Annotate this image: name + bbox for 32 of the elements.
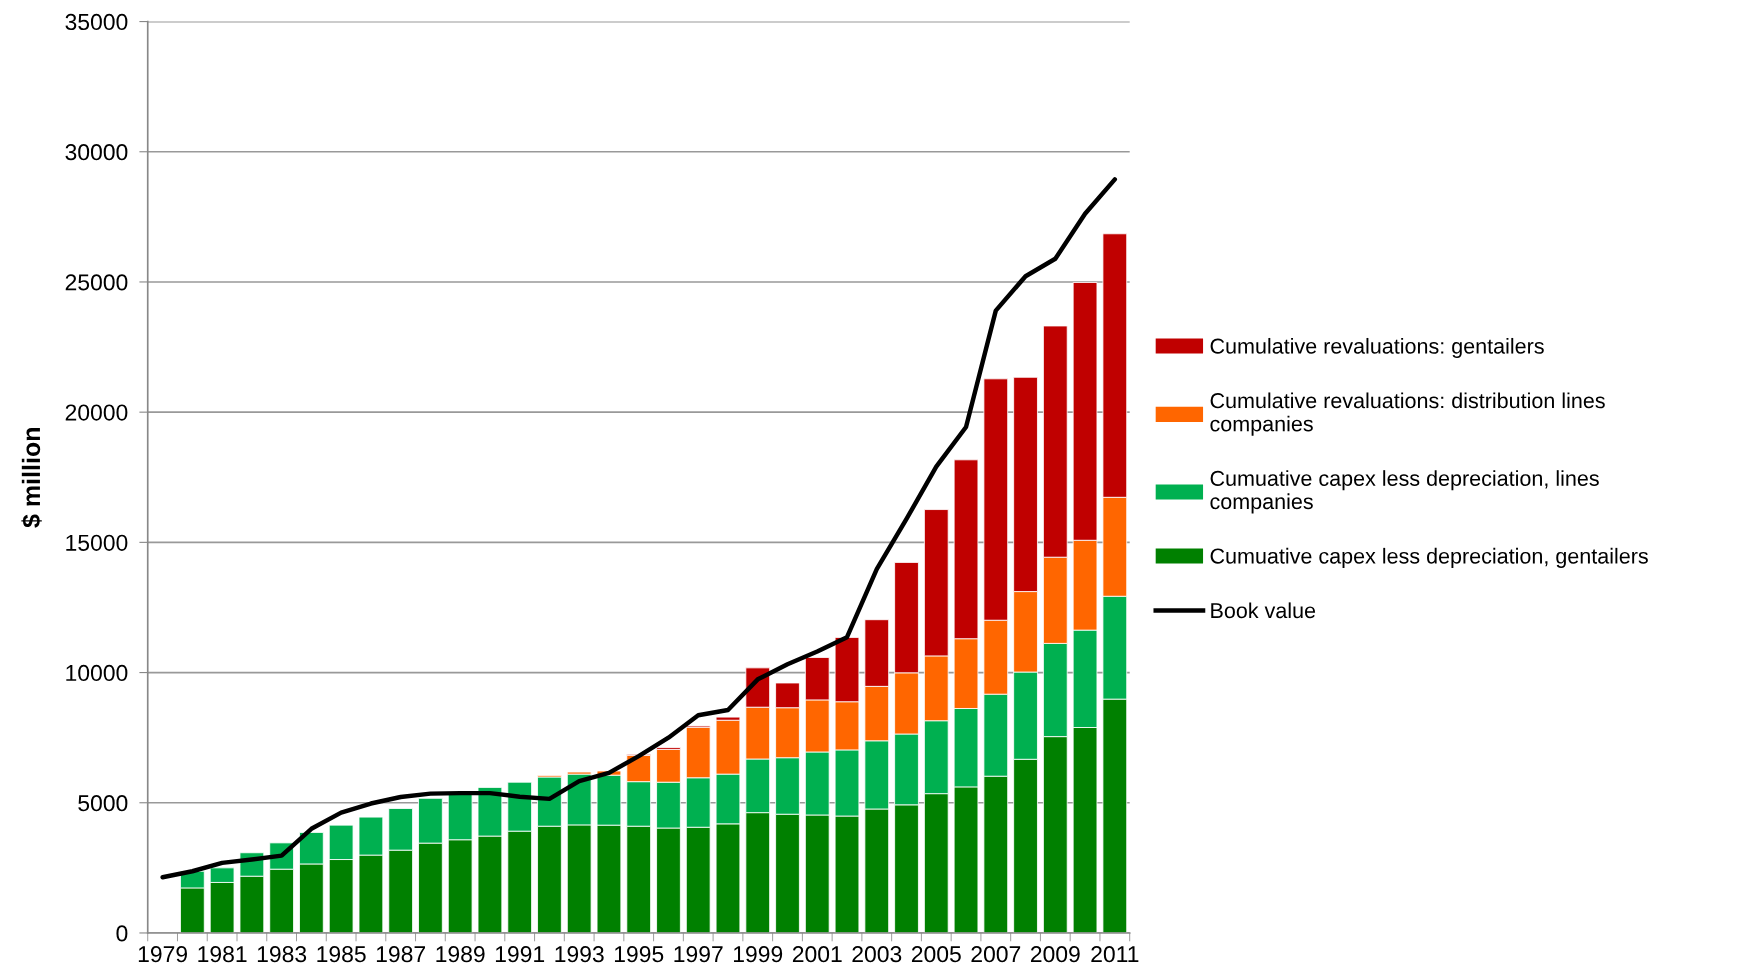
y-tick-label: 5000: [78, 795, 128, 812]
x-tick-label: 1985: [317, 946, 366, 963]
y-tick-label: 20000: [65, 404, 128, 421]
x-tick-label: 1983: [257, 946, 307, 963]
x-tick-label: 1989: [436, 946, 485, 963]
legend-label: Cumulative revaluations: gentailers: [1210, 337, 1544, 359]
x-tick-label: 2003: [852, 946, 902, 963]
x-tick-label: 2007: [971, 946, 1021, 963]
x-tick-label: 2011: [1091, 946, 1139, 963]
x-tick-label: 1993: [555, 946, 604, 963]
x-tick-label: 1997: [674, 946, 723, 963]
x-tick-label: 2009: [1030, 946, 1080, 963]
y-tick-label: 35000: [65, 13, 128, 31]
x-tick-label: 1981: [198, 946, 247, 963]
y-axis-title: $ million: [21, 428, 42, 528]
x-tick-label: 2005: [911, 946, 961, 963]
y-tick-label: 10000: [66, 664, 128, 682]
x-tick-label: 1991: [495, 946, 545, 963]
y-tick-label: 30000: [65, 144, 128, 161]
line-series: [160, 177, 1118, 880]
legend-label: Cumulative revaluations: distribution lines companies: [1210, 392, 1605, 436]
y-tick-label: 15000: [66, 534, 128, 551]
y-tick-label: 25000: [65, 274, 128, 291]
x-tick-label: 2001: [792, 946, 842, 963]
legend-label: Book value: [1211, 602, 1316, 619]
x-tick-label: 1979: [138, 946, 188, 963]
legend-label: Cumuative capex less depreciation, lines companies: [1210, 470, 1599, 514]
x-tick-label: 1999: [734, 946, 783, 963]
legend-label: Cumuative capex less depreciation, gentailers: [1210, 547, 1648, 568]
x-tick-label: 1987: [376, 946, 425, 963]
y-tick-label: 0: [116, 925, 128, 942]
x-tick-label: 1995: [614, 946, 664, 963]
